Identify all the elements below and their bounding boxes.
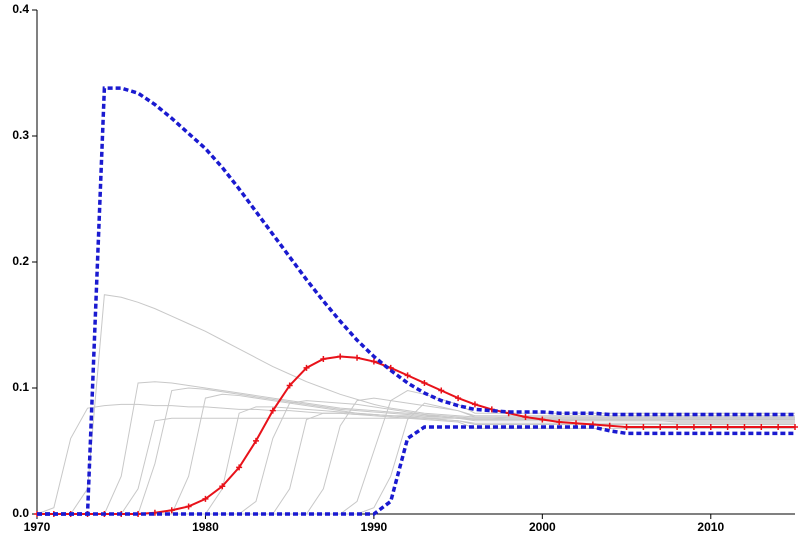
marker — [606, 422, 613, 429]
sample-line — [37, 402, 795, 515]
marker — [438, 387, 445, 394]
x-tick-label: 2000 — [529, 520, 556, 534]
x-tick-label: 1990 — [361, 520, 388, 534]
marker — [185, 503, 192, 510]
sample-line — [37, 381, 795, 515]
envelope-line — [37, 86, 795, 516]
marker — [303, 364, 310, 371]
marker — [792, 424, 798, 431]
marker — [775, 424, 782, 431]
mean-line — [37, 355, 795, 515]
marker — [758, 424, 765, 431]
marker — [690, 424, 697, 431]
y-tick-label: 0.4 — [12, 2, 29, 16]
marker — [286, 382, 293, 389]
y-tick-label: 0.3 — [12, 128, 29, 142]
marker — [252, 437, 259, 444]
marker — [387, 364, 394, 371]
marker — [219, 483, 226, 490]
marker — [455, 395, 462, 402]
marker — [421, 379, 428, 386]
marker — [741, 424, 748, 431]
marker — [674, 424, 681, 431]
marker — [320, 356, 327, 363]
marker — [539, 416, 546, 423]
marker — [404, 372, 411, 379]
marker — [236, 464, 243, 471]
envelope-line — [37, 425, 795, 516]
x-tick-label: 1980 — [192, 520, 219, 534]
y-tick-label: 0.2 — [12, 254, 29, 268]
marker — [707, 424, 714, 431]
marker — [640, 424, 647, 431]
y-tick-label: 0.0 — [12, 506, 29, 520]
marker — [573, 420, 580, 427]
marker — [623, 424, 630, 431]
marker — [556, 419, 563, 426]
marker — [657, 424, 664, 431]
sample-line — [37, 389, 795, 515]
marker — [370, 358, 377, 365]
marker — [522, 413, 529, 420]
marker — [471, 401, 478, 408]
x-tick-label: 2010 — [697, 520, 724, 534]
y-tick-label: 0.1 — [12, 380, 29, 394]
sample-line — [37, 417, 795, 515]
x-tick-label: 1970 — [24, 520, 51, 534]
sample-line — [37, 387, 795, 515]
marker — [724, 424, 731, 431]
marker — [202, 495, 209, 502]
marker — [269, 407, 276, 414]
marker — [168, 507, 175, 514]
marker — [337, 353, 344, 360]
sample-line — [37, 412, 795, 515]
marker — [354, 354, 361, 361]
sample-line — [36, 403, 795, 515]
